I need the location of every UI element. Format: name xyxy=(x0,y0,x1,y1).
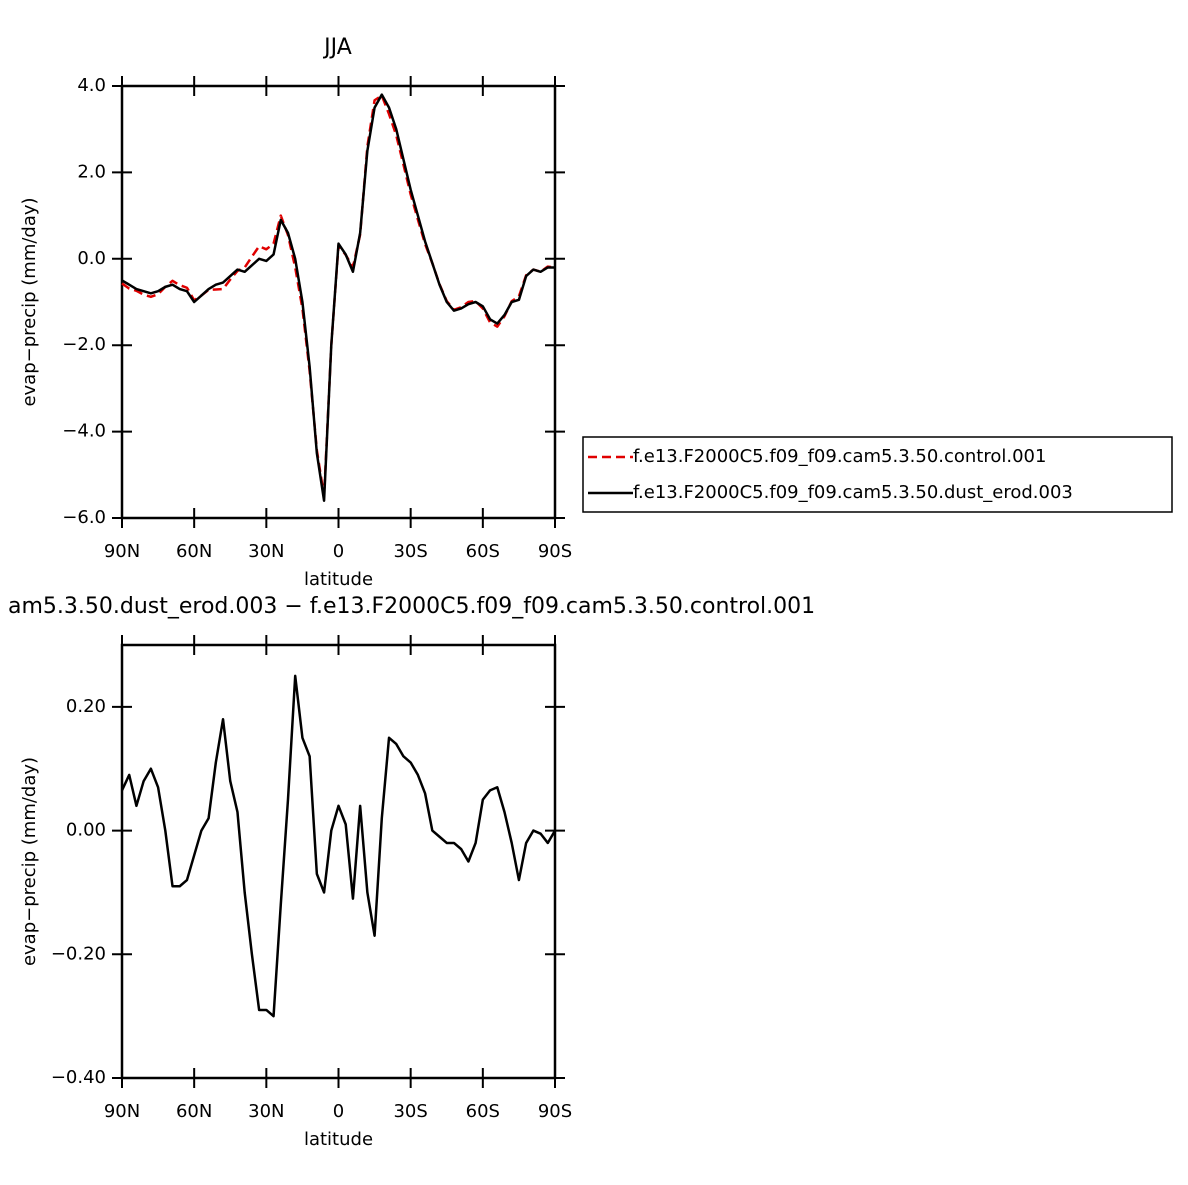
x-tick-label: 90S xyxy=(538,1101,572,1122)
chart-title: am5.3.50.dust_erod.003 − f.e13.F2000C5.f… xyxy=(8,594,815,619)
x-tick-label: 60S xyxy=(466,1101,500,1122)
y-tick-label: −6.0 xyxy=(62,507,106,528)
plot-frame xyxy=(120,643,557,1080)
x-tick-label: 60N xyxy=(176,541,212,562)
x-tick-label: 60S xyxy=(466,541,500,562)
plot-frame xyxy=(120,84,557,520)
x-tick-label: 30N xyxy=(248,541,284,562)
x-tick-label: 30S xyxy=(393,541,427,562)
y-tick-label: 0.0 xyxy=(77,248,106,269)
y-tick-label: 4.0 xyxy=(77,75,106,96)
legend-label: f.e13.F2000C5.f09_f09.cam5.3.50.control.… xyxy=(633,446,1046,467)
y-tick-label: −0.20 xyxy=(51,943,106,964)
x-axis-label: latitude xyxy=(304,1129,373,1150)
series-line xyxy=(121,93,555,502)
y-axis-label: evap−precip (mm/day) xyxy=(19,197,40,406)
legend-label: f.e13.F2000C5.f09_f09.cam5.3.50.dust_ero… xyxy=(633,482,1073,503)
y-tick-label: 0.00 xyxy=(66,820,106,841)
y-tick-label: 0.20 xyxy=(66,696,106,717)
x-tick-label: 90S xyxy=(538,541,572,562)
x-tick-label: 0 xyxy=(333,1101,344,1122)
x-tick-label: 0 xyxy=(333,541,344,562)
y-tick-label: 2.0 xyxy=(77,161,106,182)
chart-title: JJA xyxy=(322,35,352,60)
y-tick-label: −0.40 xyxy=(51,1067,106,1088)
y-tick-label: −4.0 xyxy=(62,421,106,442)
x-axis-label: latitude xyxy=(304,569,373,590)
x-tick-label: 30N xyxy=(248,1101,284,1122)
legend-box xyxy=(582,436,1173,513)
x-tick-label: 90N xyxy=(104,1101,140,1122)
x-tick-label: 30S xyxy=(393,1101,427,1122)
series-line xyxy=(121,94,556,498)
x-tick-label: 60N xyxy=(176,1101,212,1122)
x-tick-label: 90N xyxy=(104,541,140,562)
series-line xyxy=(120,674,557,1018)
y-tick-label: −2.0 xyxy=(62,334,106,355)
y-axis-label: evap−precip (mm/day) xyxy=(19,757,40,966)
